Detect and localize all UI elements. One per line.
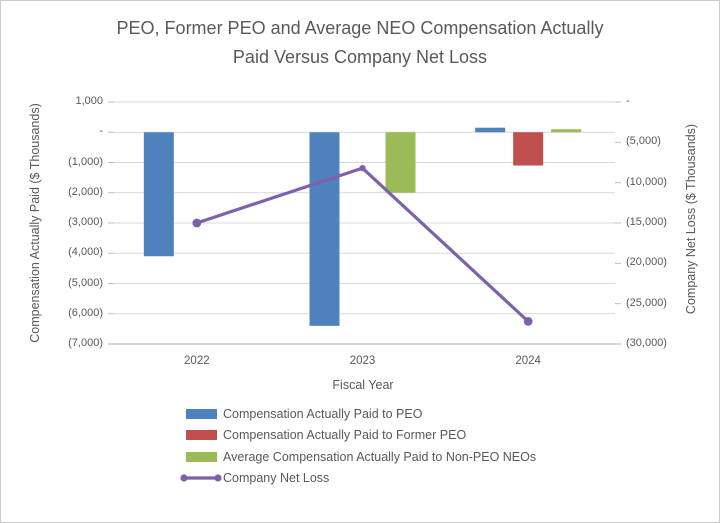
right-axis-tick: (30,000) bbox=[626, 337, 667, 349]
legend-label: Compensation Actually Paid to Former PEO bbox=[223, 428, 467, 443]
right-axis-tick: (20,000) bbox=[626, 256, 667, 269]
legend-bar-swatch-icon bbox=[186, 408, 217, 419]
legend-label: Average Compensation Actually Paid to No… bbox=[223, 449, 537, 464]
left-axis-tick: - bbox=[99, 125, 103, 138]
left-axis-tick: (4,000) bbox=[68, 246, 103, 259]
gridlines bbox=[108, 101, 621, 345]
chart-title-line2: Paid Versus Company Net Loss bbox=[232, 47, 488, 67]
bar bbox=[551, 129, 582, 133]
bar-series-0 bbox=[143, 127, 506, 326]
legend-bar-swatch-icon bbox=[186, 451, 217, 462]
chart-title-line1: PEO, Former PEO and Average NEO Compensa… bbox=[116, 18, 604, 38]
chart-title: PEO, Former PEO and Average NEO Compensa… bbox=[50, 14, 670, 72]
line-marker bbox=[359, 164, 366, 172]
legend-label: Compensation Actually Paid to PEO bbox=[223, 406, 423, 421]
legend-bar-swatch-icon bbox=[186, 430, 217, 441]
right-axis-tick: (15,000) bbox=[626, 216, 667, 228]
left-axis-tick: (5,000) bbox=[68, 276, 103, 289]
legend-item: Company Net Loss bbox=[179, 468, 536, 490]
right-axis-tick: (5,000) bbox=[626, 135, 661, 148]
left-axis-tick: (6,000) bbox=[68, 306, 103, 319]
x-axis-title: Fiscal Year bbox=[332, 378, 394, 392]
netloss-line bbox=[192, 164, 533, 326]
left-axis-tick: 1,000 bbox=[75, 95, 103, 107]
bar bbox=[513, 132, 544, 166]
x-axis-tick: 2023 bbox=[349, 355, 376, 367]
left-axis-tick: (3,000) bbox=[68, 216, 103, 228]
line-marker bbox=[192, 218, 202, 228]
left-axis-tick: (2,000) bbox=[68, 185, 103, 198]
legend-label: Company Net Loss bbox=[223, 471, 330, 486]
legend-item: Average Compensation Actually Paid to No… bbox=[179, 446, 536, 468]
bar bbox=[143, 132, 174, 257]
right-axis-tick: (25,000) bbox=[626, 296, 667, 309]
right-axis-tick: (10,000) bbox=[626, 175, 667, 188]
legend: Compensation Actually Paid to PEO Compens… bbox=[179, 403, 536, 489]
bar-series-1 bbox=[513, 132, 544, 166]
left-axis-tick: (7,000) bbox=[68, 337, 103, 349]
legend-line-swatch-icon bbox=[180, 474, 222, 482]
bar-series-2 bbox=[385, 129, 582, 193]
bar bbox=[475, 127, 506, 133]
bar bbox=[309, 132, 340, 326]
legend-item: Compensation Actually Paid to PEO bbox=[179, 403, 536, 425]
right-axis-tick: - bbox=[626, 95, 630, 107]
line-marker bbox=[523, 317, 533, 326]
x-axis-tick: 2024 bbox=[515, 355, 541, 367]
x-axis-tick: 2022 bbox=[184, 355, 210, 367]
bar bbox=[385, 132, 416, 193]
legend-item: Compensation Actually Paid to Former PEO bbox=[179, 425, 536, 447]
left-axis-tick: (1,000) bbox=[68, 155, 103, 168]
